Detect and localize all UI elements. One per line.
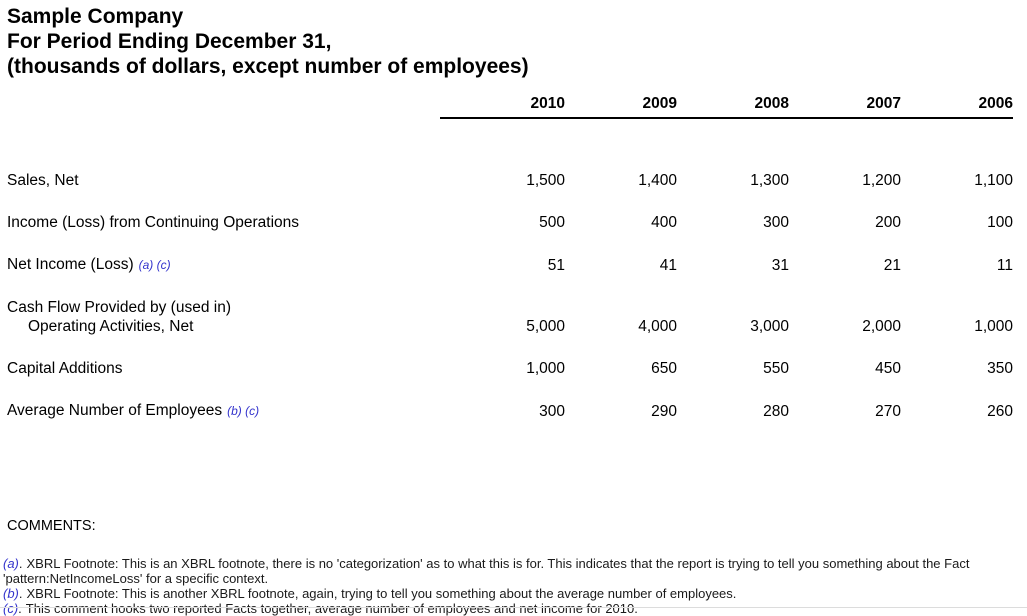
units-note: (thousands of dollars, except number of … [7, 55, 529, 78]
cell-value: 650 [651, 360, 677, 377]
year-column-header: 2006 [978, 95, 1013, 112]
row-label: Average Number of Employees (b) (c) [7, 402, 260, 419]
cell-value: 1,500 [526, 172, 565, 189]
cell-value: 1,000 [526, 360, 565, 377]
cell-value: 350 [987, 360, 1013, 377]
cell-value: 450 [875, 360, 901, 377]
comment-text: XBRL Footnote: This is an XBRL footnote,… [3, 556, 970, 586]
cell-value: 1,100 [974, 172, 1013, 189]
cell-value: 5,000 [526, 318, 565, 335]
comments-heading: COMMENTS: [7, 518, 96, 534]
table-row: Cash Flow Provided by (used in) Operatin… [7, 298, 1027, 336]
row-label: Sales, Net [7, 172, 79, 189]
row-label: Capital Additions [7, 360, 123, 377]
cell-value: 300 [539, 403, 565, 420]
cell-value: 1,200 [862, 172, 901, 189]
cell-value: 260 [987, 403, 1013, 420]
cell-value: 200 [875, 214, 901, 231]
comment-marker: (a) [3, 556, 19, 571]
cell-value: 41 [659, 257, 677, 274]
cell-value: 1,400 [638, 172, 677, 189]
table-row: Average Number of Employees (b) (c) 300 2… [7, 401, 1027, 421]
cell-value: 290 [651, 403, 677, 420]
comment-line: (b). XBRL Footnote: This is another XBRL … [3, 586, 737, 601]
report-title-block: Sample Company For Period Ending Decembe… [7, 4, 1027, 79]
footnote-marker: (a) (c) [138, 258, 171, 272]
cell-value: 400 [651, 214, 677, 231]
row-label: Cash Flow Provided by (used in) Operatin… [7, 299, 231, 335]
period-line: For Period Ending December 31, [7, 30, 332, 53]
footnote-marker: (b) (c) [227, 404, 260, 418]
cell-value: 280 [763, 403, 789, 420]
cell-value: 550 [763, 360, 789, 377]
cell-value: 4,000 [638, 318, 677, 335]
cell-value: 21 [883, 257, 901, 274]
year-column-header: 2007 [866, 95, 901, 112]
cell-value: 2,000 [862, 318, 901, 335]
cell-value: 1,000 [974, 318, 1013, 335]
cell-value: 11 [996, 257, 1013, 274]
row-label: Income (Loss) from Continuing Operations [7, 214, 300, 231]
year-header-row: 2010 2009 2008 2007 2006 [440, 95, 1013, 119]
table-row: Sales, Net 1,500 1,400 1,300 1,200 1,100 [7, 171, 1027, 190]
year-column-header: 2010 [530, 95, 565, 112]
cell-value: 300 [763, 214, 789, 231]
company-name: Sample Company [7, 5, 184, 28]
year-column-header: 2008 [754, 95, 789, 112]
table-row: Capital Additions 1,000 650 550 450 350 [7, 359, 1027, 378]
comment-marker: (b) [3, 586, 19, 601]
page-bottom-divider [0, 607, 1027, 608]
cell-value: 3,000 [750, 318, 789, 335]
comments-section: COMMENTS: (a). XBRL Footnote: This is an … [3, 518, 1027, 616]
table-row: Income (Loss) from Continuing Operations… [7, 213, 1027, 232]
cell-value: 1,300 [750, 172, 789, 189]
cell-value: 100 [987, 214, 1013, 231]
comment-text: XBRL Footnote: This is another XBRL foot… [26, 586, 737, 601]
table-row: Net Income (Loss) (a) (c) 51 41 31 21 11 [7, 255, 1027, 275]
year-column-header: 2009 [642, 95, 677, 112]
cell-value: 270 [875, 403, 901, 420]
comment-line: (a). XBRL Footnote: This is an XBRL footn… [3, 556, 970, 586]
cell-value: 51 [547, 257, 565, 274]
row-label: Net Income (Loss) (a) (c) [7, 256, 171, 273]
cell-value: 500 [539, 214, 565, 231]
cell-value: 31 [771, 257, 789, 274]
financial-table: Sales, Net 1,500 1,400 1,300 1,200 1,100… [7, 171, 1027, 421]
